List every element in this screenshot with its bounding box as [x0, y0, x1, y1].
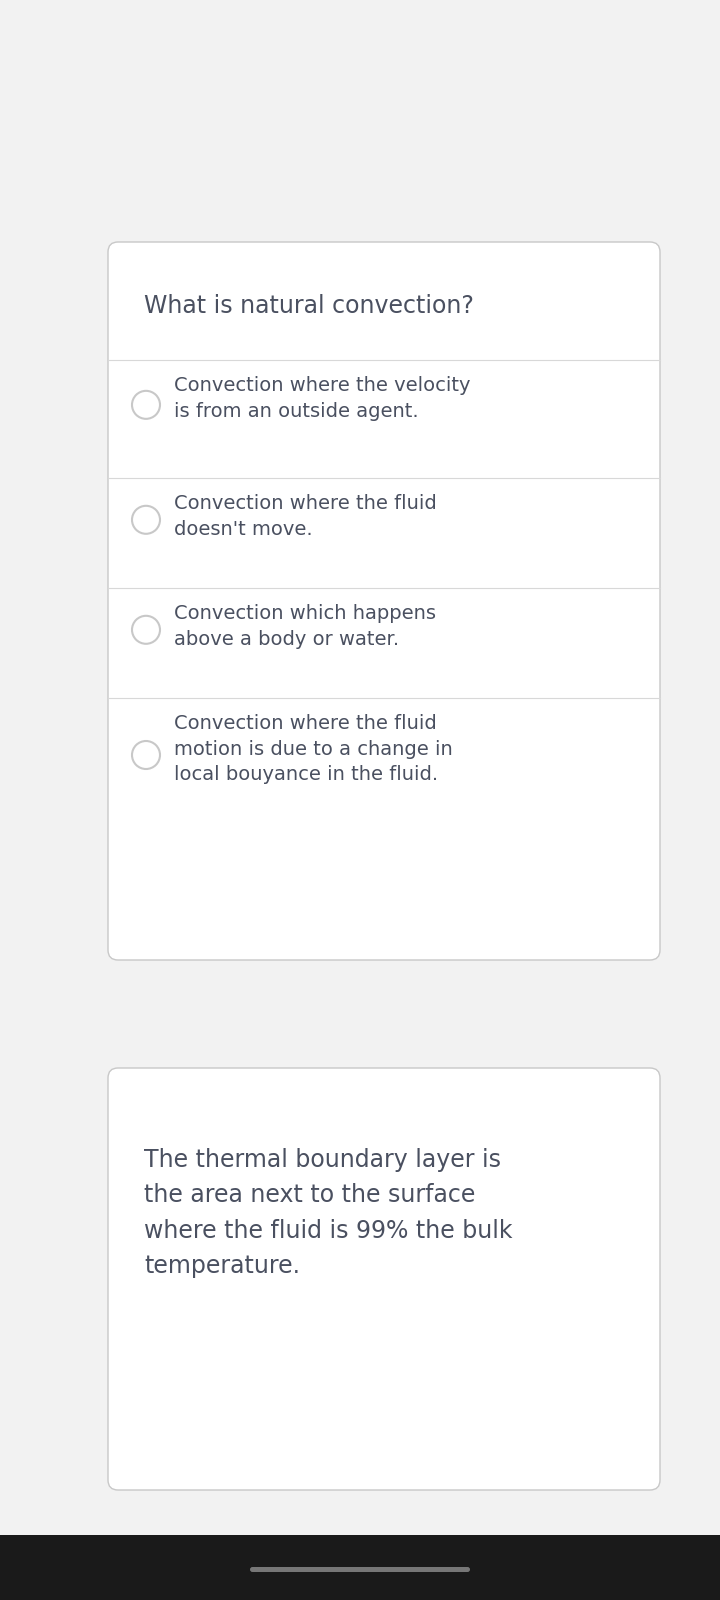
FancyBboxPatch shape — [250, 1566, 470, 1571]
Text: What is natural convection?: What is natural convection? — [144, 294, 474, 318]
Bar — [0, 1534, 720, 1600]
Text: Convection which happens
above a body or water.: Convection which happens above a body or… — [174, 603, 436, 648]
FancyBboxPatch shape — [108, 1069, 660, 1490]
Text: Convection where the velocity
is from an outside agent.: Convection where the velocity is from an… — [174, 376, 470, 421]
FancyBboxPatch shape — [108, 242, 660, 960]
Text: Convection where the fluid
doesn't move.: Convection where the fluid doesn't move. — [174, 494, 437, 539]
Text: The thermal boundary layer is
the area next to the surface
where the fluid is 99: The thermal boundary layer is the area n… — [144, 1149, 513, 1278]
Text: Convection where the fluid
motion is due to a change in
local bouyance in the fl: Convection where the fluid motion is due… — [174, 714, 453, 784]
